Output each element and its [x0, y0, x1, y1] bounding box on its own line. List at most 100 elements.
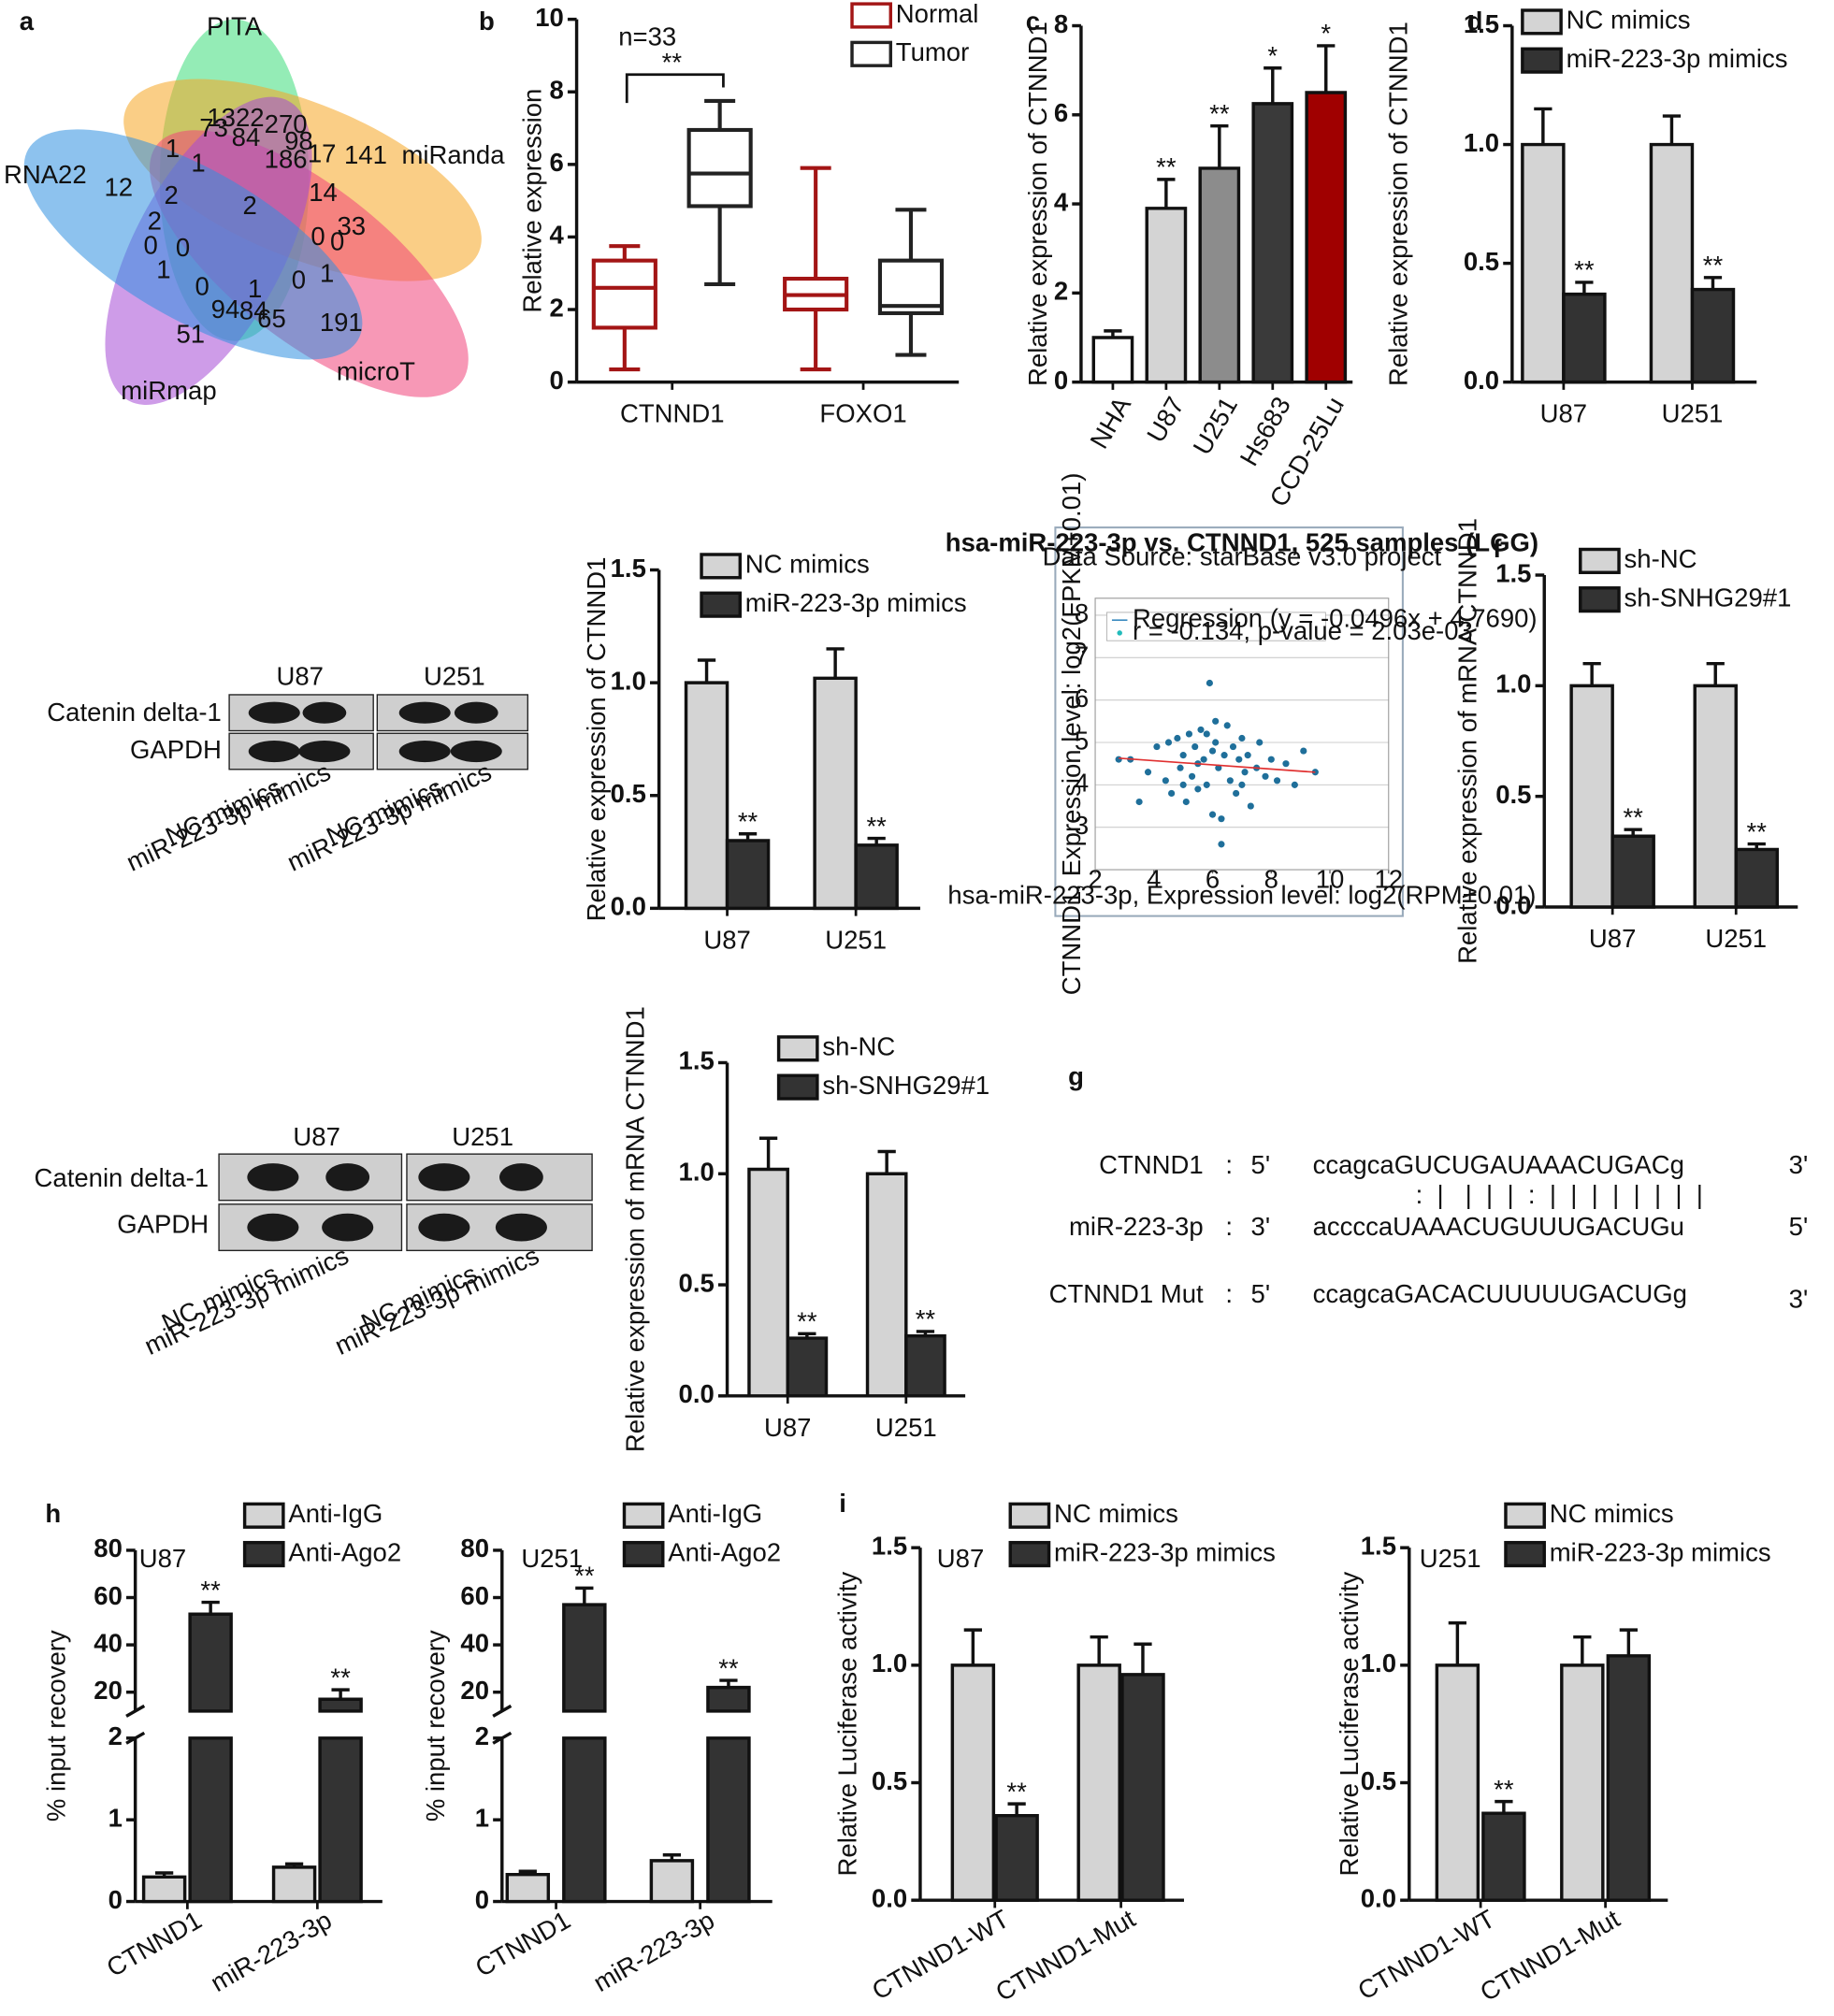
venn-count: 0: [292, 266, 306, 295]
blot-band: [247, 1213, 299, 1242]
bar: [1198, 166, 1241, 384]
seq: ccagcaGACACUUUUUGACUGg: [1313, 1279, 1687, 1308]
seq-end: 3': [1789, 1150, 1809, 1179]
scatter-point: [1262, 772, 1269, 780]
error-bar: [798, 1332, 816, 1339]
blot-band: [499, 1163, 543, 1191]
legend-swatch: [1521, 8, 1563, 36]
legend-label: NC mimics: [745, 550, 870, 579]
blot-lane-label: miR-223-3p mimics: [140, 1241, 354, 1361]
bar: [505, 1873, 551, 1904]
y-axis-label: Relative expression of CTNND1: [582, 557, 611, 922]
venn-set-label: PITA: [207, 12, 263, 41]
y-tick-label: 20: [94, 1676, 123, 1705]
legend-label: NC mimics: [1550, 1499, 1674, 1528]
panel-label: d: [1467, 7, 1483, 36]
scatter-point: [1229, 742, 1237, 751]
blot-band: [418, 1213, 470, 1242]
y-axis: [492, 1549, 513, 1902]
venn-set-label: miRmap: [121, 376, 216, 405]
scatter-point: [1273, 777, 1281, 785]
legend-swatch: [1504, 1502, 1546, 1529]
y-axis: [125, 1549, 146, 1902]
venn-count: 270: [265, 109, 308, 138]
legend-swatch: [1117, 630, 1122, 636]
legend-label: miR-223-3p mimics: [1054, 1537, 1276, 1566]
scatter-point: [1233, 789, 1240, 798]
y-tick-label: 0: [108, 1885, 123, 1914]
blot-band: [302, 701, 347, 724]
error-bar: [331, 1688, 350, 1700]
x-tick-label: FOXO1: [819, 399, 906, 428]
bar: [786, 1336, 829, 1398]
y-tick-label: 0.5: [679, 1268, 715, 1297]
x-tick-label: U87: [764, 1413, 811, 1442]
x-tick-label: 6: [1206, 865, 1220, 894]
bar: [318, 1697, 363, 1904]
seq-name: CTNND1 Mut: [1049, 1279, 1204, 1308]
y-tick-label: 0.5: [872, 1766, 907, 1795]
x-tick-label: NHA: [1084, 391, 1136, 453]
blot-protein-label: GAPDH: [117, 1209, 209, 1238]
error-bar: [154, 1871, 174, 1878]
venn-count: 65: [257, 304, 286, 333]
seq-pairing: : | | | | : | | | | | | | |: [1416, 1180, 1703, 1209]
legend-label: Anti-Ago2: [668, 1537, 781, 1566]
error-bar: [575, 1586, 594, 1606]
y-tick-label: 3: [1075, 811, 1089, 840]
x-tick-label: CTNND1-Mut: [1475, 1904, 1625, 2007]
bar: [1560, 1663, 1605, 1902]
scatter-point: [1238, 734, 1246, 742]
y-tick-label: 0.0: [1464, 366, 1499, 395]
panel-label: h: [45, 1499, 61, 1528]
significance: **: [1574, 255, 1595, 284]
significance: **: [1494, 1775, 1514, 1804]
y-tick-label: 1.5: [1495, 558, 1531, 587]
scatter-point: [1218, 815, 1225, 823]
venn-count: 0: [144, 230, 158, 259]
seq-start: 5': [1251, 1279, 1271, 1308]
y-tick-label: 8: [1054, 9, 1068, 38]
venn-count: 0: [310, 222, 325, 251]
error-bar: [518, 1869, 537, 1875]
bar: [904, 1333, 946, 1398]
chart-annotation: **: [662, 48, 683, 77]
venn-count: 191: [320, 308, 363, 337]
significance: **: [574, 1562, 595, 1591]
seq-sep: :: [1225, 1150, 1233, 1179]
chart-annotation: U251: [1420, 1544, 1481, 1573]
error-bar: [963, 1628, 982, 1665]
venn-count: 12: [104, 173, 133, 202]
blot-lane-label: miR-223-3p mimics: [330, 1241, 543, 1361]
y-tick-label: 40: [94, 1628, 123, 1657]
significance: **: [1006, 1777, 1027, 1806]
bar: [865, 1172, 908, 1398]
legend-label: Regression (y = -0.0496x + 4.7690): [1133, 603, 1538, 632]
y-tick-label: 0: [550, 366, 564, 395]
y-tick-label: 0: [475, 1885, 489, 1914]
error-bar: [1573, 1634, 1592, 1665]
venn-count: 98: [284, 126, 313, 155]
seq-name: CTNND1: [1099, 1150, 1204, 1179]
error-bar: [1104, 329, 1122, 338]
legend-label: Tumor: [896, 37, 969, 66]
blot-band: [247, 1163, 299, 1191]
seq: ccagcaGUCUGAUAAACUGACg: [1313, 1150, 1684, 1179]
scatter-point: [1164, 739, 1173, 746]
y-tick-label: 1.0: [1495, 670, 1531, 698]
y-tick-label: 1.0: [872, 1649, 907, 1678]
error-bar: [1317, 44, 1336, 93]
seq-sep: :: [1225, 1212, 1233, 1241]
scatter-point: [1300, 747, 1307, 755]
scatter-point: [1218, 841, 1225, 848]
y-tick-label: 6: [550, 148, 564, 177]
error-bar: [662, 1853, 682, 1861]
x-tick-label: 2: [1088, 865, 1102, 894]
box-whisker: [895, 208, 927, 357]
legend-swatch: [1579, 586, 1621, 613]
y-tick-label: 1: [108, 1803, 123, 1832]
box-whisker: [704, 98, 736, 286]
legend-label: miR-223-3p mimics: [745, 588, 967, 617]
venn-count: 1: [166, 134, 180, 163]
y-tick-label: 1.0: [1361, 1649, 1396, 1678]
